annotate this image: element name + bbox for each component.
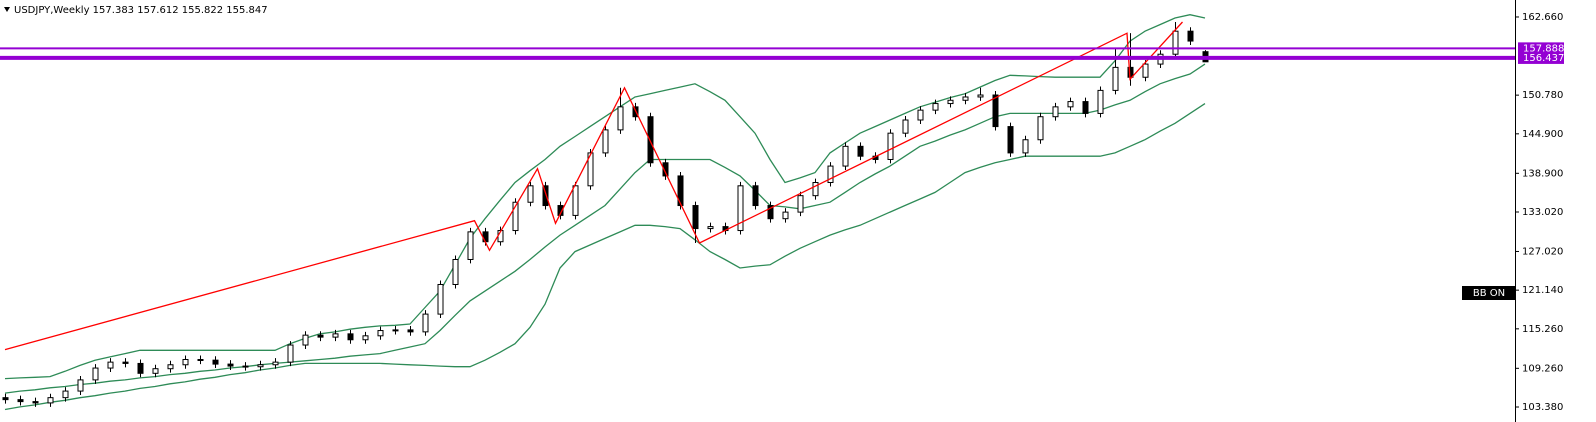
candle-body [182, 358, 189, 366]
candle-body [17, 399, 24, 403]
candle-body [1052, 106, 1059, 118]
candle-body [62, 390, 69, 399]
candle-body [917, 109, 924, 121]
candle-body [1082, 101, 1089, 114]
candle-body [557, 205, 564, 216]
candle-body [467, 231, 474, 260]
candle-body [122, 361, 129, 364]
candle-body [1112, 66, 1119, 91]
candle-body [272, 361, 279, 366]
candle-body [392, 329, 399, 332]
candle-body [347, 333, 354, 341]
candle-body [602, 129, 609, 154]
candle-body [422, 313, 429, 333]
candle-body [512, 201, 519, 232]
candle-body [707, 226, 714, 230]
candle-body [572, 185, 579, 216]
candle-body [857, 145, 864, 157]
candle-body [842, 145, 849, 167]
candle-body [302, 334, 309, 346]
price-level-label: 156.437 [1523, 53, 1564, 64]
badge-box [1462, 286, 1516, 300]
price-level-label: 157.888 [1523, 43, 1564, 54]
candle-body [317, 334, 324, 338]
bollinger-band [4, 14, 1206, 380]
y-tick-label: 162.660 [1522, 12, 1563, 23]
y-tick-label: 103.380 [1522, 402, 1563, 413]
y-tick-label: 109.260 [1522, 363, 1563, 374]
candle-body [947, 99, 954, 105]
candle-body [692, 205, 699, 230]
candle-body [107, 361, 114, 369]
candle-body [1007, 126, 1014, 154]
candle-body [197, 358, 204, 361]
candle-body [662, 162, 669, 177]
candle-body [1142, 63, 1149, 78]
candle-body [962, 96, 969, 101]
candle-body [647, 116, 654, 164]
candle-body [452, 258, 459, 285]
candle-body [542, 185, 549, 207]
bollinger-band [4, 103, 1206, 411]
candle-body [527, 185, 534, 203]
candle-body [932, 103, 939, 111]
y-tick-label: 121.140 [1522, 285, 1563, 296]
candle-body [362, 335, 369, 341]
candle-body [137, 362, 144, 374]
candle-body [242, 365, 249, 368]
price-level-tag [1518, 42, 1564, 55]
candle-body [782, 211, 789, 220]
candle-body [77, 379, 84, 392]
y-tick-label: 133.020 [1522, 207, 1563, 218]
candle-body [737, 185, 744, 232]
candle-body [677, 175, 684, 207]
candle-body [617, 106, 624, 131]
y-tick-label: 115.260 [1522, 324, 1563, 335]
candle-body [1022, 139, 1029, 154]
y-tick-label: 150.780 [1522, 90, 1563, 101]
y-tick-label: 144.900 [1522, 129, 1563, 140]
candle-body [992, 94, 999, 128]
y-tick-label: 138.900 [1522, 168, 1563, 179]
menu-arrow[interactable] [4, 7, 10, 12]
candle-body [32, 401, 39, 404]
candle-body [752, 185, 759, 207]
candle-body [407, 329, 414, 333]
candle-body [257, 364, 264, 368]
candle-body [47, 397, 54, 404]
candle-body [587, 152, 594, 187]
candle-body [287, 344, 294, 363]
candle-body [332, 333, 339, 338]
chart-title: USDJPY,Weekly 157.383 157.612 155.822 15… [14, 5, 268, 16]
candle-body [812, 182, 819, 197]
candle-body [827, 165, 834, 184]
candle-body [227, 363, 234, 367]
candle-body [377, 330, 384, 337]
candle-body [437, 283, 444, 315]
candle-body [2, 397, 9, 401]
candle-body [767, 205, 774, 220]
y-tick-label: 127.020 [1522, 246, 1563, 257]
candle-body [1172, 30, 1179, 55]
bollinger-band [4, 63, 1206, 394]
candle-body [797, 195, 804, 213]
candle-body [902, 119, 909, 134]
price-level-tag [1518, 51, 1564, 64]
candle-body [1067, 101, 1074, 108]
candle-body [167, 364, 174, 370]
candle-body [1097, 89, 1104, 114]
candle-body [1037, 116, 1044, 141]
candle-body [1187, 30, 1194, 42]
candle-body [977, 94, 984, 98]
candle-body [92, 367, 99, 381]
candle-body [152, 368, 159, 374]
candle-body [887, 132, 894, 160]
candle-body [212, 359, 219, 365]
badge: BB ON [1473, 288, 1505, 299]
